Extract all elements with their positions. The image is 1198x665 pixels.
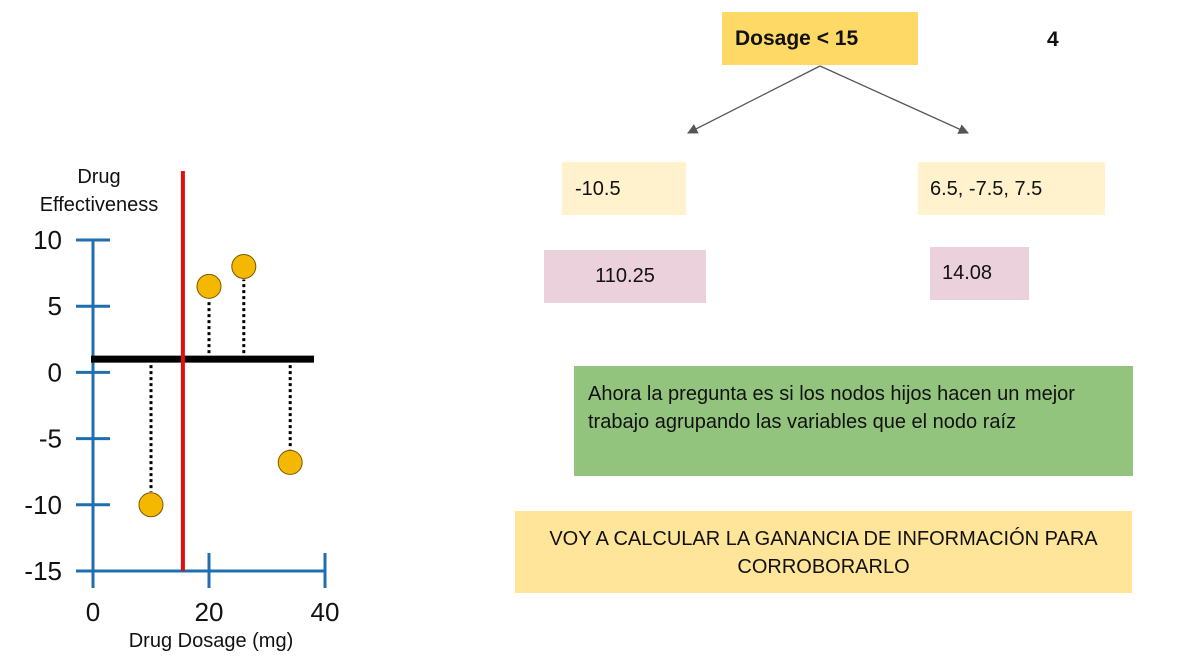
y-tick-label: -5: [39, 424, 62, 454]
y-tick-label: -10: [24, 490, 62, 520]
right-leaf-values: 6.5, -7.5, 7.5: [930, 178, 1043, 200]
x-tick-label: 40: [311, 597, 340, 627]
right-score: 14.08: [930, 247, 1029, 300]
y-tick-label: -15: [24, 556, 62, 586]
left-leaf: -10.5: [562, 162, 686, 215]
y-tick-label: 10: [33, 225, 62, 255]
question-note: Ahora la pregunta es si los nodos hijos …: [574, 366, 1133, 476]
x-axis-label: Drug Dosage (mg): [129, 630, 294, 652]
left-score-value: 110.25: [595, 265, 655, 287]
arrow-to-right-leaf: [819, 65, 969, 134]
y-axis-label-line1: Drug: [77, 166, 120, 188]
right-score-value: 14.08: [942, 262, 993, 284]
root-node: Dosage < 15: [722, 12, 918, 65]
y-tick-label: 5: [48, 291, 62, 321]
plan-note: VOY A CALCULAR LA GANANCIA DE INFORMACIÓ…: [515, 511, 1132, 593]
data-point: [196, 273, 222, 299]
data-point: [138, 492, 164, 518]
left-leaf-values: -10.5: [575, 178, 621, 200]
plan-text: VOY A CALCULAR LA GANANCIA DE INFORMACIÓ…: [549, 528, 1098, 578]
x-tick-label: 20: [195, 597, 224, 627]
data-point: [231, 253, 257, 279]
right-leaf: 6.5, -7.5, 7.5: [918, 162, 1105, 215]
root-node-label: Dosage < 15: [735, 27, 859, 50]
left-score: 110.25: [544, 250, 706, 303]
y-tick-label: 0: [48, 357, 62, 387]
root-count: 4: [1047, 28, 1059, 51]
arrow-to-left-leaf: [687, 65, 821, 134]
y-axis-label-line2: Effectiveness: [40, 194, 159, 216]
effectiveness-chart: 10 5 0 -5 -10 -15 0 20 40 Drug Effectiveness Drug D…: [24, 166, 340, 652]
question-text: Ahora la pregunta es si los nodos hijos …: [588, 383, 1075, 433]
x-tick-label: 0: [86, 597, 100, 627]
data-point: [277, 449, 303, 475]
